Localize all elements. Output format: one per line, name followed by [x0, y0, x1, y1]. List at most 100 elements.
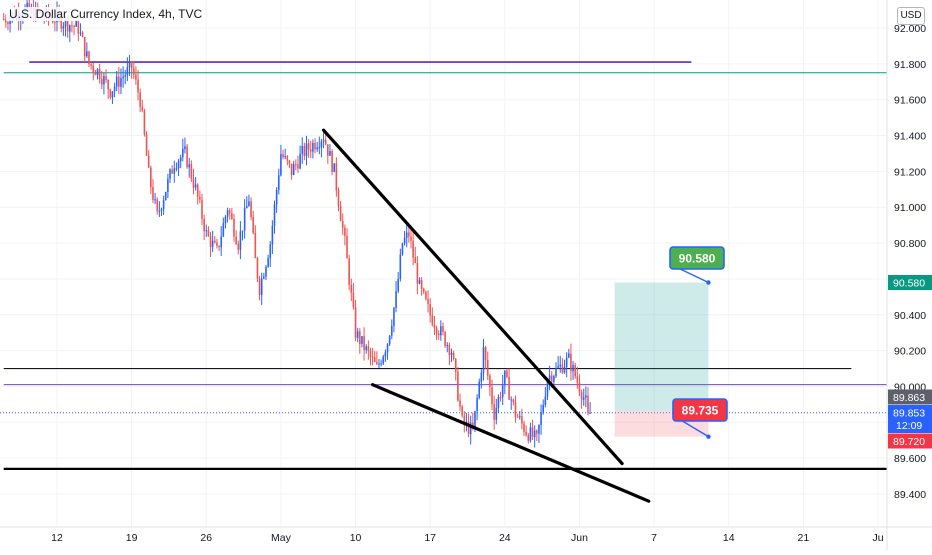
candle-body [90, 63, 92, 66]
candle-body [497, 397, 500, 408]
candle-body [561, 364, 564, 373]
candle-body [162, 200, 165, 210]
candle-body [478, 381, 481, 398]
candle-body [77, 20, 80, 34]
candle-body [282, 154, 284, 158]
candle-body [339, 206, 342, 221]
candle-body [444, 332, 446, 346]
candle-body [218, 245, 220, 248]
candle-body [557, 366, 559, 368]
candle-body [109, 89, 112, 98]
price-tick-label: 89.400 [894, 489, 926, 501]
candle-body [482, 347, 485, 373]
candle-body [463, 415, 466, 424]
entry-price-label-bg [888, 389, 932, 405]
candle-body [508, 377, 510, 400]
grid [0, 0, 887, 527]
candle-body [100, 79, 103, 85]
price-tick-label: 91.400 [894, 131, 926, 143]
price-tick-label: 91.000 [894, 202, 926, 214]
candle-body [60, 15, 63, 29]
candle-body [2, 19, 5, 21]
candle-body [79, 32, 82, 34]
candle-body [461, 406, 463, 416]
candle-body [367, 346, 370, 351]
candle-body [190, 164, 193, 179]
time-tick-label: 10 [350, 532, 362, 544]
candle-body [184, 146, 186, 150]
currency-button[interactable]: USD [897, 7, 925, 25]
candle-body [194, 184, 197, 188]
candle-body [214, 240, 216, 243]
target-callout-box [669, 246, 725, 270]
candle-body [290, 163, 293, 175]
candle-body [565, 357, 568, 368]
candle-body [399, 254, 402, 279]
candle-body [231, 213, 233, 219]
candle-body [352, 292, 355, 308]
candle-body [574, 365, 576, 377]
candle-body [563, 367, 566, 373]
candle-body [54, 22, 56, 24]
candle-body [98, 69, 101, 80]
candle-body [536, 430, 538, 434]
candle-body [542, 405, 545, 413]
stop-price-label-bg [888, 433, 932, 449]
candle-body [245, 206, 248, 209]
time-tick-label: 14 [723, 532, 735, 544]
candle-body [527, 435, 530, 441]
candle-body [425, 291, 427, 300]
candle-body [504, 370, 506, 386]
candle-body [382, 356, 385, 364]
candle-body [135, 74, 137, 80]
candle-body [410, 236, 412, 241]
candle-body [580, 392, 583, 400]
candle-body [341, 220, 344, 228]
candle-body [265, 266, 267, 277]
candle-body [516, 416, 519, 418]
candle-body [570, 353, 572, 372]
candle-body [356, 331, 359, 338]
candle-body [397, 278, 399, 292]
candle-body [301, 145, 304, 154]
last-price-label: 89.853 [893, 408, 925, 420]
price-tick-label: 91.200 [894, 166, 926, 178]
candle-body [331, 151, 333, 172]
candle-body [243, 208, 246, 231]
candle-body [81, 32, 84, 38]
candle-body [137, 79, 139, 93]
stop-callout-pointer [678, 418, 709, 438]
candle-body [572, 365, 574, 372]
candle-body [499, 397, 502, 399]
candle-body [203, 218, 205, 232]
candle-body [582, 397, 585, 400]
candle-body [75, 20, 77, 27]
candle-body [550, 375, 553, 382]
stop-price-label: 89.720 [893, 436, 925, 448]
candle-body [514, 402, 517, 417]
candle-body [275, 189, 278, 205]
candle-body [350, 284, 353, 293]
candle-body [250, 201, 252, 218]
candle-body [175, 168, 178, 170]
time-tick-label: 24 [499, 532, 511, 544]
candle-body [525, 431, 527, 436]
candle-body [164, 192, 167, 201]
target-callout-anchor [706, 280, 711, 285]
time-tick-label: 7 [651, 532, 657, 544]
candle-body [120, 78, 122, 87]
candle-body [111, 91, 114, 98]
candle-body [152, 187, 154, 200]
candle-body [390, 325, 393, 336]
candle-body [269, 244, 272, 259]
candle-body [139, 92, 141, 107]
candle-body [147, 155, 150, 168]
candle-body [486, 360, 489, 376]
candle-body [86, 51, 88, 57]
candle-body [258, 278, 261, 296]
time-tick-label: 21 [798, 532, 810, 544]
candle-body [457, 371, 459, 401]
price-tick-label: 91.800 [894, 59, 926, 71]
